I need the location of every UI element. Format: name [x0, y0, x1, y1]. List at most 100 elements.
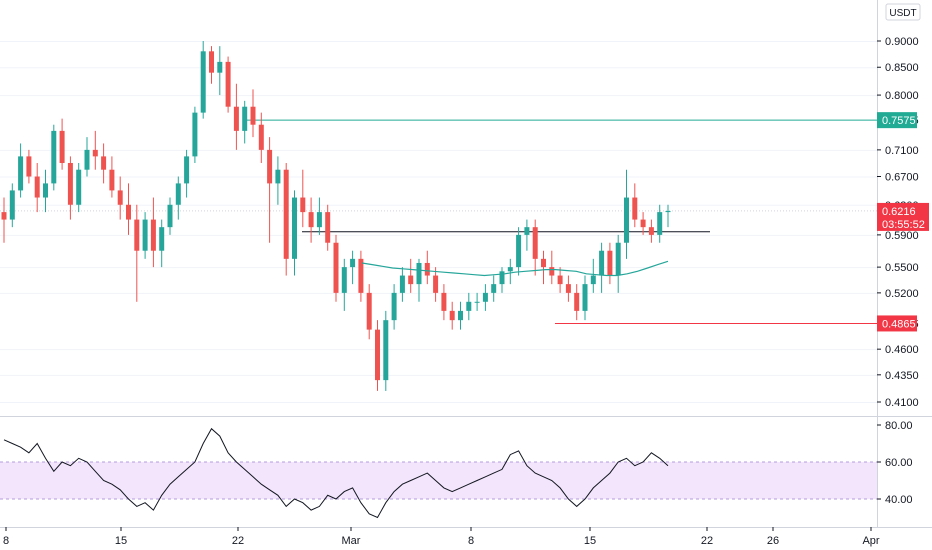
horizontal-levels[interactable] [0, 119, 877, 324]
candle-body [565, 284, 571, 293]
candle-body [599, 250, 605, 276]
candle [657, 204, 663, 243]
candle [217, 46, 223, 96]
candle-body [549, 267, 555, 276]
candle [549, 250, 555, 285]
candle [366, 284, 372, 340]
candle [408, 258, 414, 293]
time-tick-label: 15 [584, 535, 596, 547]
candle-body [283, 169, 289, 259]
candle-body [507, 267, 513, 272]
candle [557, 267, 563, 293]
time-tick-label: 22 [232, 535, 244, 547]
candle [258, 112, 264, 163]
candle [325, 204, 331, 251]
moving-average-line [361, 260, 669, 277]
candle [300, 169, 306, 228]
candle-body [466, 301, 472, 311]
candle-body [607, 250, 613, 276]
price-tick-label: 0.6700 [885, 172, 919, 184]
candle-body [292, 197, 297, 259]
candle-body [474, 301, 480, 303]
candle-body [325, 212, 331, 243]
time-tick-label: 8 [468, 535, 474, 547]
candle [1, 197, 7, 243]
candle-body [117, 190, 123, 205]
candle [466, 292, 472, 321]
candle [117, 176, 123, 220]
candle-body [308, 212, 314, 228]
price-tick-label: 0.7100 [885, 145, 919, 157]
candle-body [458, 310, 463, 321]
currency-badge[interactable]: USDT [885, 3, 921, 21]
candle [474, 292, 480, 311]
candle [590, 258, 596, 293]
candle [76, 162, 82, 213]
candle [51, 124, 57, 191]
rsi-tick-label: 60.00 [885, 457, 913, 469]
candle [43, 169, 48, 213]
candle [383, 310, 389, 391]
rsi-tick-label: 80.00 [885, 420, 913, 432]
candle-body [358, 258, 364, 293]
candle-body [84, 149, 90, 170]
time-tick-label: Apr [862, 535, 879, 547]
candlestick-series [1, 41, 671, 391]
price-tick-label: 0.4100 [885, 397, 919, 409]
candle-body [59, 130, 65, 163]
candle [34, 162, 40, 213]
candle [615, 234, 621, 293]
candle [391, 284, 397, 330]
candle-body [640, 219, 646, 228]
candle [134, 204, 140, 302]
svg-text:0.4865: 0.4865 [882, 318, 916, 330]
moving-average-series [361, 260, 669, 277]
price-tick-label: 0.5500 [885, 262, 919, 274]
candle [524, 219, 530, 251]
rsi-tick-label: 40.00 [885, 494, 913, 506]
price-tick-label: 0.5200 [885, 288, 919, 300]
candle-body [225, 61, 231, 107]
rsi-pane [0, 427, 877, 519]
rsi-band [0, 462, 877, 499]
candle-body [217, 61, 223, 73]
candle [582, 275, 588, 321]
candle-body [250, 106, 256, 125]
time-axis[interactable]: 8 15 22 Mar 8 15 22 26 Apr [3, 527, 880, 547]
candle-body [267, 149, 273, 184]
candle-body [233, 106, 239, 131]
candle-body [92, 149, 98, 157]
candle-body [1, 212, 7, 220]
candle-body [383, 320, 389, 381]
candle [92, 130, 98, 170]
candle-body [350, 258, 356, 268]
candle-body [590, 275, 596, 285]
candle-body [624, 197, 629, 243]
candle-body [541, 258, 546, 268]
candle-body [524, 227, 530, 235]
candle [375, 320, 380, 391]
candle-body [341, 267, 347, 293]
time-tick-label: 26 [767, 535, 779, 547]
candle [283, 162, 289, 276]
candle [84, 137, 90, 177]
candle [424, 250, 430, 285]
candle-body [516, 234, 522, 268]
candle [225, 56, 231, 113]
candle-body [26, 156, 32, 177]
candle [308, 197, 314, 243]
candle [26, 149, 32, 184]
candle-body [51, 130, 57, 184]
candle-body [441, 292, 447, 311]
candle [507, 258, 513, 285]
candle [350, 250, 356, 285]
candle-body [532, 227, 538, 259]
candle-body [184, 156, 190, 184]
candle [59, 118, 65, 170]
candle [175, 176, 181, 220]
candle [192, 106, 198, 163]
rsi-axis[interactable]: 80.00 60.00 40.00 [877, 420, 913, 506]
candle [491, 275, 497, 302]
